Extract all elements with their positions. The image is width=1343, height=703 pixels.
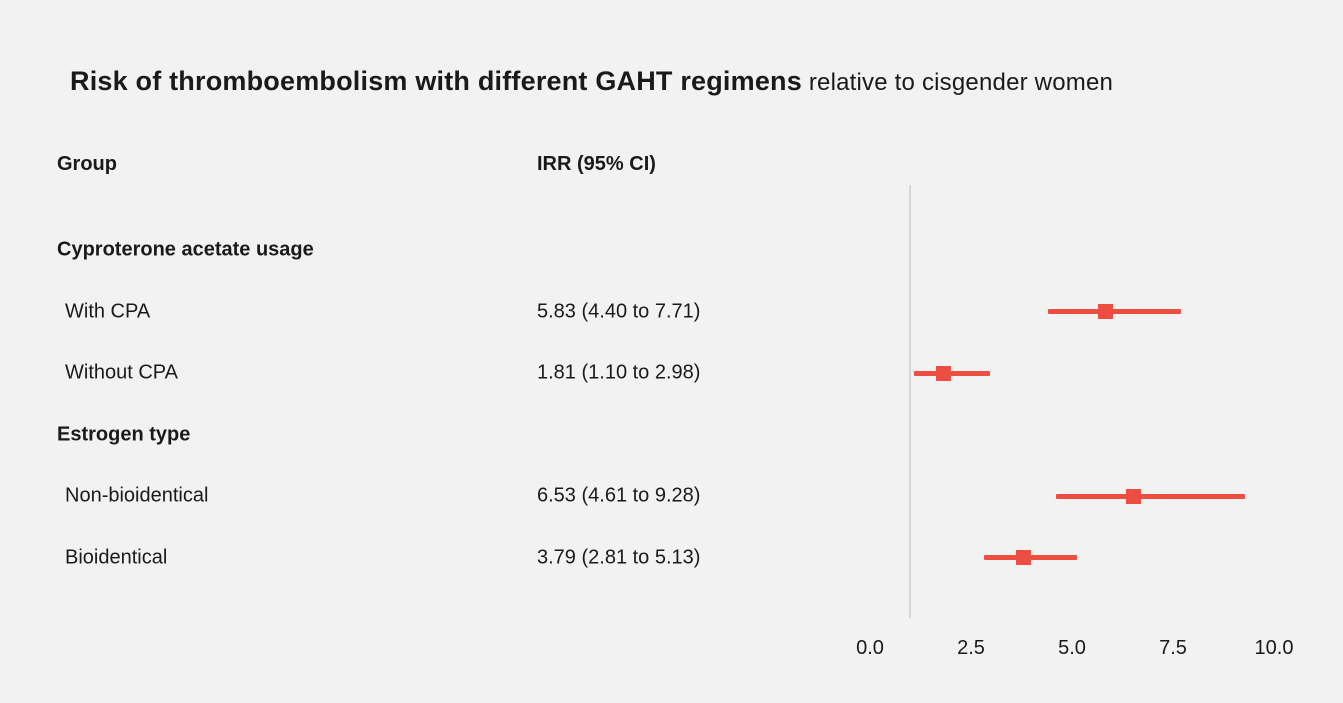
- confidence-interval-line: [914, 370, 991, 376]
- row-label: With CPA: [65, 300, 151, 322]
- x-tick-label: 10.0: [1254, 637, 1294, 659]
- x-tick-label: 7.5: [1159, 637, 1187, 659]
- row-irr-value: 3.79 (2.81 to 5.13): [537, 546, 701, 568]
- confidence-interval-line: [1056, 493, 1245, 499]
- row-label: Bioidentical: [65, 546, 168, 568]
- point-estimate-marker: [935, 365, 951, 381]
- point-estimate-marker: [1126, 488, 1142, 504]
- chart-title: Risk of thromboembolism with different G…: [70, 66, 1113, 97]
- x-tick-label: 5.0: [1058, 637, 1086, 659]
- group-heading: Cyproterone acetate usage: [57, 238, 314, 261]
- point-estimate-marker: [1015, 550, 1031, 565]
- row-irr-value: 5.83 (4.40 to 7.71): [537, 300, 701, 322]
- reference-line: [909, 185, 912, 618]
- row-label: Non-bioidentical: [65, 484, 209, 507]
- confidence-interval-line: [1047, 309, 1182, 314]
- x-tick-label: 2.5: [957, 637, 985, 659]
- column-header-irr: IRR (95% CI): [537, 153, 656, 175]
- row-label: Without CPA: [65, 361, 178, 384]
- x-tick-label: 0.0: [856, 637, 884, 659]
- chart-title-main: Risk of thromboembolism with different G…: [70, 66, 802, 96]
- group-heading: Estrogen type: [57, 423, 191, 445]
- row-irr-value: 6.53 (4.61 to 9.28): [537, 484, 701, 507]
- column-header-group: Group: [57, 153, 117, 175]
- chart-title-suffix: relative to cisgender women: [801, 69, 1114, 96]
- point-estimate-marker: [1098, 304, 1114, 319]
- row-irr-value: 1.81 (1.10 to 2.98): [537, 361, 701, 384]
